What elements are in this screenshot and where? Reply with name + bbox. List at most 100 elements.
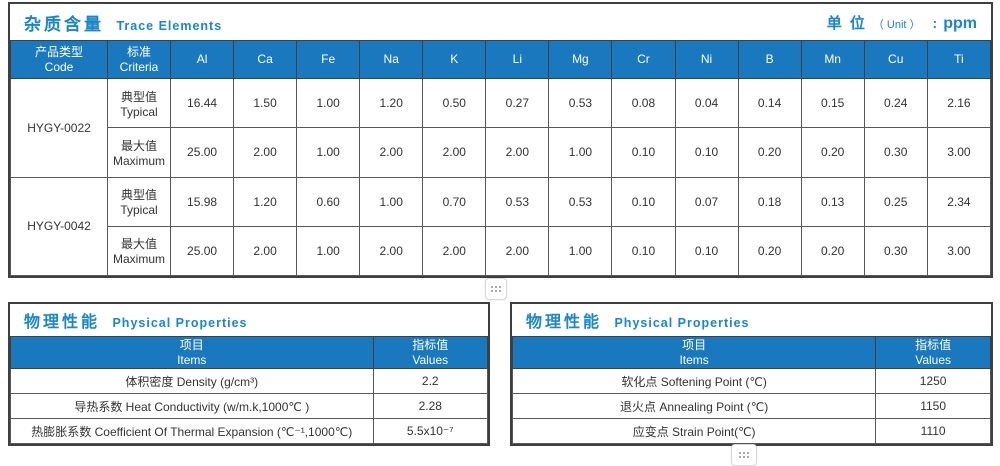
value-cell: 2.00 xyxy=(233,127,298,178)
table-row: 最大值 Maximum 25.00 2.00 1.00 2.00 2.00 2.… xyxy=(11,127,992,178)
column-header-values: 指标值 Values xyxy=(372,336,489,369)
value-cell: 0.53 xyxy=(548,176,613,227)
value-cell: 0.24 xyxy=(863,77,928,129)
trace-elements-panel: 杂质含量 Trace Elements 单 位 （ Unit ） : ppm 产… xyxy=(8,2,993,278)
property-item-cell: 导热系数 Heat Conductivity (w/m.k,1000℃ ) xyxy=(10,393,374,419)
column-header-code: 产品类型 Code xyxy=(10,40,108,79)
value-cell: 1.00 xyxy=(359,176,424,227)
value-cell: 0.20 xyxy=(800,127,865,178)
drag-handle-icon[interactable] xyxy=(485,278,507,300)
property-item-cell: 体积密度 Density (g/cm³) xyxy=(10,368,374,394)
column-header-cu: Cu xyxy=(863,40,928,79)
column-header-mn: Mn xyxy=(800,40,865,79)
trace-header-row: 产品类型 Code 标准 Criteria Al Ca Fe Na K Li M… xyxy=(10,40,992,79)
criteria-cell: 典型值 Typical xyxy=(107,176,171,227)
drag-handle-bottom-icon[interactable] xyxy=(731,444,757,466)
property-value-cell: 2.28 xyxy=(372,393,489,419)
value-cell: 0.13 xyxy=(800,176,865,227)
value-cell: 0.10 xyxy=(611,225,676,277)
unit-en: （ Unit ） xyxy=(872,18,921,31)
value-cell: 0.70 xyxy=(422,176,487,227)
value-cell: 15.98 xyxy=(169,176,235,227)
value-cell: 1.00 xyxy=(296,225,361,277)
table-row: 热膨胀系数 Coefficient Of Thermal Expansion (… xyxy=(10,418,489,444)
trace-elements-table: 产品类型 Code 标准 Criteria Al Ca Fe Na K Li M… xyxy=(10,40,992,277)
column-header-items: 项目 Items xyxy=(511,336,877,369)
trace-elements-titlebar: 杂质含量 Trace Elements 单 位 （ Unit ） : ppm xyxy=(10,4,991,40)
value-cell: 1.20 xyxy=(359,77,424,129)
product-code-cell: HYGY-0042 xyxy=(10,176,108,276)
value-cell: 2.00 xyxy=(485,225,550,277)
physical-left-title-zh: 物理性能 xyxy=(24,314,101,331)
value-cell: 3.00 xyxy=(926,127,992,178)
property-item-cell: 热膨胀系数 Coefficient Of Thermal Expansion (… xyxy=(10,418,374,444)
physical-right-header-row: 项目 Items 指标值 Values xyxy=(511,336,991,369)
column-header-ca: Ca xyxy=(233,40,298,79)
property-item-cell: 退火点 Annealing Point (℃) xyxy=(511,393,877,419)
physical-right-title: 物理性能 Physical Properties xyxy=(526,308,750,332)
grip-dots-icon xyxy=(739,452,749,458)
column-header-criteria: 标准 Criteria xyxy=(107,40,171,79)
column-header-b: B xyxy=(737,40,802,79)
value-cell: 0.07 xyxy=(674,176,739,227)
physical-left-header-row: 项目 Items 指标值 Values xyxy=(10,336,489,369)
property-value-cell: 1250 xyxy=(875,368,991,394)
column-header-mg: Mg xyxy=(548,40,613,79)
criteria-cell: 最大值 Maximum xyxy=(107,127,171,178)
table-row: 最大值 Maximum 25.00 2.00 1.00 2.00 2.00 2.… xyxy=(11,225,992,277)
trace-elements-title: 杂质含量 Trace Elements xyxy=(24,10,222,35)
physical-right-title-zh: 物理性能 xyxy=(526,314,603,331)
property-item-cell: 应变点 Strain Point(℃) xyxy=(511,418,877,444)
unit-zh: 单 位 xyxy=(826,14,867,32)
physical-right-table: 项目 Items 指标值 Values 软化点 Softening Point … xyxy=(511,336,991,444)
value-cell: 0.10 xyxy=(674,127,739,178)
column-header-al: Al xyxy=(169,40,235,79)
physical-properties-right-panel: 物理性能 Physical Properties 项目 Items 指标值 Va… xyxy=(510,302,993,446)
value-cell: 2.16 xyxy=(926,77,992,129)
value-cell: 0.18 xyxy=(737,176,802,227)
value-cell: 2.00 xyxy=(359,225,424,277)
value-cell: 0.15 xyxy=(800,77,865,129)
physical-right-titlebar: 物理性能 Physical Properties xyxy=(512,304,991,336)
physical-left-title-en: Physical Properties xyxy=(112,316,248,330)
grip-dots-icon xyxy=(491,286,501,292)
physical-left-title: 物理性能 Physical Properties xyxy=(24,308,248,332)
value-cell: 0.20 xyxy=(800,225,865,277)
value-cell: 2.00 xyxy=(359,127,424,178)
table-row: 退火点 Annealing Point (℃) 1150 xyxy=(511,393,991,419)
property-value-cell: 1150 xyxy=(875,393,991,419)
physical-left-table: 项目 Items 指标值 Values 体积密度 Density (g/cm³)… xyxy=(10,336,489,444)
table-row: 体积密度 Density (g/cm³) 2.2 xyxy=(10,368,489,394)
value-cell: 0.50 xyxy=(422,77,487,129)
column-header-ni: Ni xyxy=(674,40,739,79)
property-value-cell: 2.2 xyxy=(372,368,489,394)
value-cell: 0.10 xyxy=(611,176,676,227)
column-header-ti: Ti xyxy=(926,40,992,79)
column-header-cr: Cr xyxy=(611,40,676,79)
value-cell: 1.00 xyxy=(548,225,613,277)
value-cell: 25.00 xyxy=(169,225,235,277)
physical-left-titlebar: 物理性能 Physical Properties xyxy=(10,304,488,336)
table-row: 应变点 Strain Point(℃) 1110 xyxy=(511,418,991,444)
column-header-values: 指标值 Values xyxy=(875,336,991,369)
table-row: HYGY-0022 典型值 Typical 16.44 1.50 1.00 1.… xyxy=(10,77,992,178)
value-cell: 0.04 xyxy=(674,77,739,129)
property-value-cell: 5.5x10⁻⁷ xyxy=(372,418,489,444)
value-cell: 0.08 xyxy=(611,77,676,129)
value-cell: 0.10 xyxy=(611,127,676,178)
property-value-cell: 1110 xyxy=(875,418,991,444)
value-cell: 2.00 xyxy=(422,127,487,178)
trace-title-zh: 杂质含量 xyxy=(24,14,104,34)
criteria-cell: 最大值 Maximum xyxy=(107,225,171,277)
criteria-cell: 典型值 Typical xyxy=(107,77,171,129)
unit-label: 单 位 （ Unit ） : ppm xyxy=(827,12,977,33)
table-row: 导热系数 Heat Conductivity (w/m.k,1000℃ ) 2.… xyxy=(10,393,489,419)
physical-properties-left-panel: 物理性能 Physical Properties 项目 Items 指标值 Va… xyxy=(8,302,490,446)
table-row: 软化点 Softening Point (℃) 1250 xyxy=(511,368,991,394)
value-cell: 2.00 xyxy=(485,127,550,178)
value-cell: 0.14 xyxy=(737,77,802,129)
value-cell: 1.00 xyxy=(296,77,361,129)
value-cell: 0.53 xyxy=(485,176,550,227)
column-header-na: Na xyxy=(359,40,424,79)
unit-value: ppm xyxy=(943,14,977,32)
